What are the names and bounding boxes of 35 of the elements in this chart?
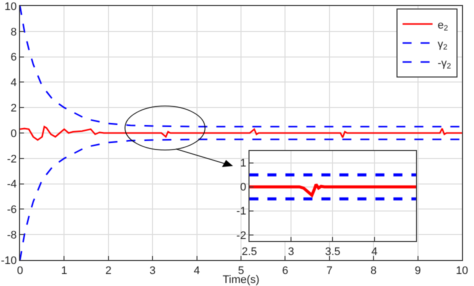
x-tick-label: 10: [456, 265, 468, 278]
x-tick-label: 3.5: [325, 246, 340, 258]
y-tick-label: -10: [0, 254, 17, 267]
y-tick-label: 8: [10, 26, 17, 38]
y-tick-label: 4: [10, 77, 17, 90]
legend-label: γ$_{2}$: [438, 38, 448, 52]
x-tick-label: 3: [150, 265, 156, 278]
x-tick-label: 2.5: [242, 246, 258, 258]
line-series: [249, 182, 416, 197]
y-tick-label: -4: [7, 178, 17, 191]
y-tick-label: 6: [10, 52, 17, 64]
line-series: [20, 6, 462, 128]
x-tick-label: 4: [194, 265, 200, 278]
y-tick-label: -6: [7, 204, 17, 216]
y-tick-label: 0: [10, 128, 17, 140]
line-series: [20, 138, 462, 260]
x-tick-label: 1: [61, 265, 68, 278]
y-tick-label: 0: [240, 182, 246, 194]
x-tick-label: 3: [288, 246, 294, 258]
x-tick-label: 7: [326, 265, 332, 278]
x-tick-label: 4: [371, 246, 378, 258]
x-tick-label: 8: [370, 265, 377, 278]
y-tick-label: 2: [10, 102, 17, 114]
x-tick-label: 6: [282, 265, 288, 278]
y-tick-label: 1: [240, 158, 246, 170]
y-tick-label: 10: [4, 0, 17, 13]
legend-label: -γ$_{2}$: [438, 57, 452, 71]
y-tick-label: -2: [7, 153, 17, 166]
y-tick-label: -1: [236, 206, 246, 218]
x-tick-label: 9: [414, 265, 421, 278]
y-tick-label: -8: [7, 229, 17, 242]
line-series: [20, 126, 462, 141]
legend-label: e$_{2}$: [438, 19, 448, 33]
x-tick-label: 2: [105, 265, 112, 278]
y-tick-label: -2: [236, 230, 246, 242]
